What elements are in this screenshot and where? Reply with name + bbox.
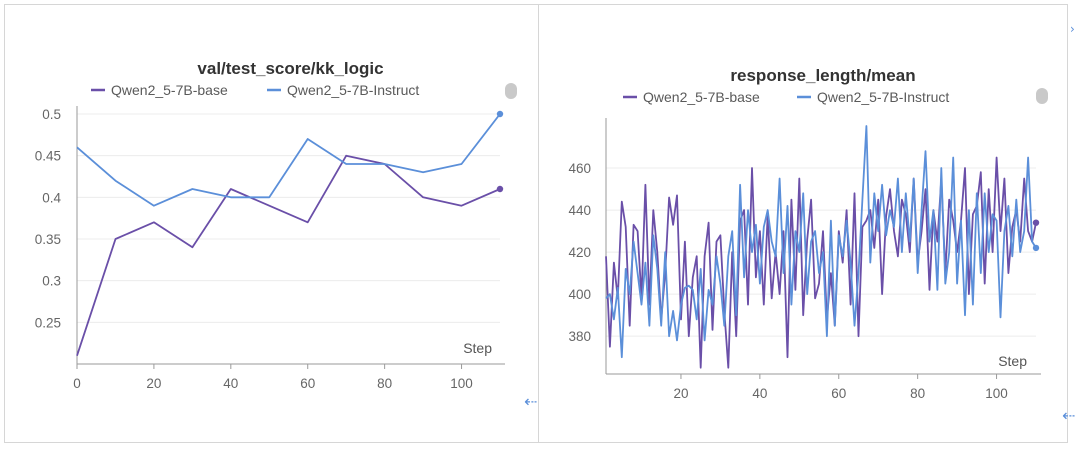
corner-chevron-icon[interactable]: ›	[1070, 22, 1075, 36]
chart-left: val/test_score/kk_logic Qwen2_5-7B-base Qw…	[35, 59, 517, 391]
y-tick-label: 0.3	[42, 274, 61, 289]
chart-title: val/test_score/kk_logic	[197, 59, 383, 78]
series-end-point	[496, 110, 504, 118]
expand-arrow-icon-right[interactable]: ⇠	[1062, 406, 1076, 425]
series-line-base[interactable]	[76, 154, 501, 356]
y-tick-label: 380	[568, 329, 591, 344]
series-end-point	[496, 185, 504, 193]
legend-toggle-icon[interactable]	[1036, 88, 1048, 104]
chart-title: response_length/mean	[730, 66, 915, 85]
x-tick-label: 60	[300, 376, 315, 391]
x-tick-label: 80	[910, 386, 925, 401]
y-tick-label: 400	[568, 287, 591, 302]
panel-divider	[538, 4, 539, 443]
series-end-point	[1032, 244, 1040, 252]
y-tick-label: 0.35	[35, 232, 61, 247]
y-tick-label: 440	[568, 203, 591, 218]
x-tick-label: 0	[73, 376, 81, 391]
series-line-instruct[interactable]	[76, 113, 501, 207]
x-tick-label: 100	[985, 386, 1008, 401]
legend-entry[interactable]: Qwen2_5-7B-Instruct	[287, 82, 419, 98]
x-tick-label: 20	[146, 376, 161, 391]
series-line-base[interactable]	[605, 156, 1037, 369]
legend-entry[interactable]: Qwen2_5-7B-base	[111, 82, 228, 98]
x-axis-label: Step	[463, 340, 492, 356]
legend-toggle-icon[interactable]	[505, 83, 517, 99]
x-tick-label: 80	[377, 376, 392, 391]
y-tick-label: 0.5	[42, 107, 61, 122]
series-end-point	[1032, 219, 1040, 226]
x-tick-label: 100	[450, 376, 473, 391]
y-tick-label: 460	[568, 161, 591, 176]
figure-frame	[4, 4, 1068, 443]
series-line-instruct[interactable]	[605, 125, 1037, 359]
x-tick-label: 20	[673, 386, 688, 401]
y-tick-label: 0.25	[35, 315, 61, 330]
x-tick-label: 40	[223, 376, 238, 391]
x-tick-label: 40	[752, 386, 767, 401]
y-tick-label: 0.4	[42, 190, 61, 205]
expand-arrow-icon[interactable]: ⇠	[524, 392, 538, 411]
legend-entry[interactable]: Qwen2_5-7B-Instruct	[817, 89, 949, 105]
legend-entry[interactable]: Qwen2_5-7B-base	[643, 89, 760, 105]
chart-right: response_length/mean Qwen2_5-7B-base Qwen2…	[568, 66, 1048, 401]
y-tick-label: 420	[568, 245, 591, 260]
chart-panel-right: response_length/mean Qwen2_5-7B-base Qwen2…	[539, 4, 1067, 443]
y-tick-label: 0.45	[35, 149, 61, 164]
chart-panel-left: val/test_score/kk_logic Qwen2_5-7B-base Qw…	[5, 4, 538, 443]
x-tick-label: 60	[831, 386, 846, 401]
x-axis-label: Step	[998, 353, 1027, 369]
